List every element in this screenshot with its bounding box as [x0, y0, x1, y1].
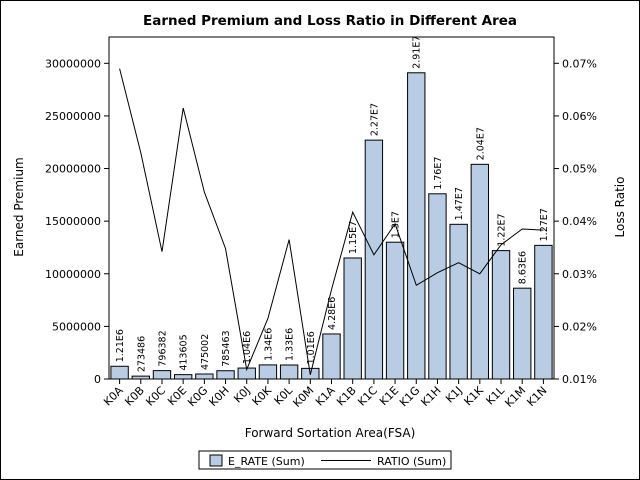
bar-value-label: 4.28E6	[327, 297, 338, 330]
bar	[110, 365, 129, 380]
legend-line-label: RATIO (Sum)	[377, 455, 446, 468]
x-tick-label: K1J	[443, 384, 465, 406]
y2-tick-label: 0.03%	[562, 268, 597, 281]
bar	[407, 72, 426, 380]
y-tick-label: 15000000	[45, 215, 101, 228]
y-tick-label: 0	[94, 373, 101, 386]
y2-tick-label: 0.06%	[562, 110, 597, 123]
bar	[470, 163, 490, 380]
bar-value-label: 796382	[157, 330, 168, 366]
y2-tick-label: 0.02%	[562, 320, 597, 333]
ratio-line	[119, 68, 544, 375]
x-tick-label: K0G	[185, 384, 210, 409]
x-axis-title: Forward Sortation Area(FSA)	[245, 426, 416, 440]
bar-value-label: 273486	[136, 336, 147, 372]
bar	[449, 223, 468, 380]
x-tick-label: K1C	[355, 384, 380, 409]
bar-value-label: 1.22E7	[497, 213, 508, 246]
bar-value-label: 2.91E7	[412, 36, 423, 69]
x-tick-label: K0M	[290, 384, 316, 410]
x-tick-label: K1M	[502, 384, 528, 410]
bar-value-label: 1.04E6	[242, 331, 253, 364]
bar	[491, 250, 511, 380]
bar-value-label: 475002	[200, 334, 211, 370]
y-tick-label: 10000000	[45, 268, 101, 281]
x-tick-label: K1K	[462, 383, 487, 408]
bar-value-label: 2.27E7	[369, 103, 380, 136]
legend-bar-swatch	[209, 454, 223, 467]
bar-value-label: 2.04E7	[475, 127, 486, 160]
x-tick-label: K1L	[484, 383, 508, 407]
bar	[385, 241, 405, 380]
y2-tick-label: 0.01%	[562, 373, 597, 386]
bar	[152, 370, 172, 380]
bar-value-label: 1.27E7	[539, 208, 550, 241]
bar	[364, 139, 384, 380]
bar-value-label: 1.21E6	[115, 329, 126, 362]
bar-value-label: 1.33E6	[285, 328, 296, 361]
bar-value-label: 1.47E7	[454, 187, 465, 220]
x-tick-label: K1A	[313, 384, 338, 409]
bar	[343, 257, 362, 380]
x-tick-label: K1G	[397, 384, 422, 409]
y-tick-label: 20000000	[45, 163, 101, 176]
x-tick-label: K0C	[143, 384, 168, 409]
legend: E_RATE (Sum) RATIO (Sum)	[198, 450, 452, 470]
bar-value-label: 1.01E6	[306, 331, 317, 364]
y2-axis-title: Loss Ratio	[613, 177, 627, 238]
bar	[258, 364, 278, 380]
bar	[173, 374, 193, 380]
bar-value-label: 8.63E6	[518, 251, 529, 284]
y-tick-label: 5000000	[52, 320, 101, 333]
bar-value-label: 1.3E7	[391, 211, 402, 238]
x-tick-label: K1N	[524, 384, 549, 409]
bar	[195, 373, 214, 380]
bar-value-label: 1.15E7	[348, 221, 359, 254]
bar-value-label: 1.76E7	[433, 157, 444, 190]
x-tick-label: K0E	[165, 384, 189, 408]
x-tick-label: K0K	[250, 383, 275, 408]
x-tick-label: K0H	[207, 384, 232, 409]
bar	[131, 375, 150, 380]
x-tick-label: K0B	[122, 384, 147, 409]
bar	[322, 333, 341, 380]
y2-tick-label: 0.05%	[562, 163, 597, 176]
bar-value-label: 1.34E6	[263, 328, 274, 361]
x-tick-label: K0L	[272, 383, 296, 407]
legend-bar-label: E_RATE (Sum)	[228, 455, 305, 468]
bar	[279, 364, 299, 380]
bar	[513, 287, 532, 380]
y2-tick-label: 0.04%	[562, 215, 597, 228]
bar-value-label: 785463	[221, 330, 232, 366]
y-axis-title: Earned Premium	[12, 157, 26, 256]
chart-title: Earned Premium and Loss Ratio in Differe…	[143, 13, 517, 29]
x-tick-label: K0J	[231, 384, 253, 406]
bar-value-label: 413605	[179, 334, 190, 370]
x-tick-label: K1H	[418, 384, 443, 409]
x-tick-label: K0A	[101, 384, 126, 409]
bar	[534, 244, 553, 380]
x-tick-label: K1E	[377, 384, 401, 408]
bar	[428, 193, 447, 380]
y2-tick-label: 0.07%	[562, 57, 597, 70]
y-tick-label: 25000000	[45, 110, 101, 123]
x-tick-label: K1B	[334, 384, 359, 409]
plot-area: 0 5000000 10000000 15000000 20000000 25000000…	[45, 36, 597, 410]
y-tick-label: 30000000	[45, 57, 101, 70]
bar	[216, 370, 235, 380]
